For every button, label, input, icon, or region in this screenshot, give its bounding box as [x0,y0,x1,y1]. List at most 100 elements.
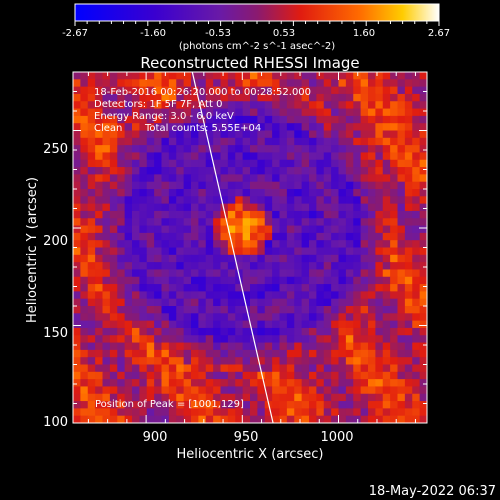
heatmap-cell [375,379,384,387]
heatmap-cell [264,79,273,88]
heatmap-cell [132,291,140,300]
heatmap-cell [213,247,222,256]
heatmap-cell [176,327,185,336]
heatmap-cell [132,357,140,365]
heatmap-cell [323,291,332,300]
heatmap-cell [95,357,104,365]
heatmap-cell [286,284,295,292]
heatmap-cell [220,240,229,248]
heatmap-cell [257,225,266,234]
heatmap-cell [213,210,222,219]
heatmap-cell [382,123,391,131]
heatmap-cell [360,210,369,219]
heatmap-cell [250,167,258,175]
heatmap-cell [345,159,354,168]
heatmap-cell [338,115,347,124]
heatmap-cell [264,379,273,387]
heatmap-cell [73,240,81,248]
heatmap-cell [250,152,258,161]
heatmap-cell [323,327,332,336]
heatmap-cell [250,181,258,190]
heatmap-cell [242,357,251,365]
heatmap-cell [117,240,126,248]
heatmap-cell [257,210,266,219]
heatmap-cell [73,401,81,409]
heatmap-cell [345,123,354,131]
heatmap-cell [183,159,192,168]
heatmap-cell [419,115,427,124]
heatmap-cell [331,269,340,278]
heatmap-cell [205,247,214,256]
heatmap-cell [124,371,133,380]
heatmap-cell [272,291,281,300]
heatmap-cell [168,108,177,117]
heatmap-cell [183,240,192,248]
heatmap-cell [294,247,303,256]
heatmap-cell [301,174,310,183]
heatmap-cell [102,203,111,212]
heatmap-cell [124,291,133,300]
heatmap-cell [272,101,281,110]
heatmap-cell [309,320,317,329]
heatmap-cell [213,379,222,387]
heatmap-cell [419,159,427,168]
heatmap-cell [345,145,354,153]
heatmap-cell [235,408,244,417]
heatmap-cell [117,218,126,227]
heatmap-cell [168,86,177,95]
heatmap-cell [191,306,199,314]
heatmap-cell [382,159,391,168]
heatmap-cell [109,379,118,387]
heatmap-cell [95,174,104,183]
heatmap-cell [345,335,354,344]
heatmap-cell [382,196,391,205]
heatmap-cell [294,130,303,139]
heatmap-cell [419,137,427,146]
heatmap-cell [301,408,310,417]
heatmap-cell [272,298,281,307]
heatmap-cell [375,181,384,190]
heatmap-cell [205,313,214,322]
x-tick-label: 900 [143,430,168,445]
heatmap-cell [294,210,303,219]
heatmap-cell [73,218,81,227]
heatmap-cell [360,189,369,197]
heatmap-cell [264,276,273,285]
heatmap-cell [279,152,288,161]
heatmap-cell [154,167,163,175]
heatmap-cell [390,415,399,423]
heatmap-cell [294,393,303,402]
heatmap-cell [220,189,229,197]
heatmap-cell [168,137,177,146]
heatmap-cell [191,379,199,387]
heatmap-cell [257,137,266,146]
heatmap-cell [404,189,413,197]
heatmap-cell [404,379,413,387]
heatmap-cell [279,247,288,256]
heatmap-cell [412,196,421,205]
heatmap-cell [95,72,104,80]
heatmap-cell [250,269,258,278]
heatmap-cell [345,189,354,197]
heatmap-cell [235,393,244,402]
heatmap-cell [146,415,155,423]
heatmap-cell [102,189,111,197]
heatmap-cell [109,137,118,146]
heatmap-cell [191,291,199,300]
heatmap-cell [397,327,406,336]
heatmap-cell [382,379,391,387]
heatmap-cell [331,174,340,183]
heatmap-cell [412,225,421,234]
heatmap-cell [242,137,251,146]
heatmap-cell [390,130,399,139]
heatmap-cell [73,137,81,146]
heatmap-cell [191,181,199,190]
heatmap-cell [176,93,185,102]
heatmap-cell [338,159,347,168]
heatmap-cell [80,152,89,161]
heatmap-cell [117,415,126,423]
heatmap-cell [272,72,281,80]
heatmap-cell [183,254,192,263]
heatmap-cell [87,364,96,373]
heatmap-cell [80,335,89,344]
